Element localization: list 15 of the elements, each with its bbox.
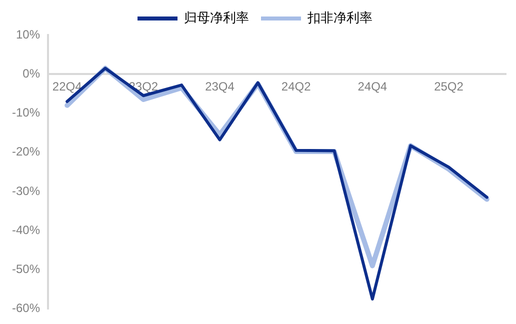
x-tick-label: 25Q2 <box>434 80 464 94</box>
y-tick-label: -10% <box>12 106 40 120</box>
y-tick-label: -30% <box>12 184 40 198</box>
y-tick-label: 10% <box>16 27 40 42</box>
y-tick-label: -40% <box>12 222 40 237</box>
y-tick-label: -50% <box>12 262 40 276</box>
x-tick-label: 23Q4 <box>205 80 235 94</box>
x-tick-label: 24Q4 <box>358 80 388 94</box>
legend-label: 扣非净利率 <box>306 10 372 26</box>
y-tick-label: -60% <box>12 301 40 316</box>
x-tick-label: 24Q2 <box>281 80 312 94</box>
y-tick-label: -20% <box>12 144 40 159</box>
x-tick-label: 22Q4 <box>52 80 82 94</box>
legend-label: 归母净利率 <box>184 10 249 26</box>
y-tick-label: 0% <box>22 66 40 80</box>
